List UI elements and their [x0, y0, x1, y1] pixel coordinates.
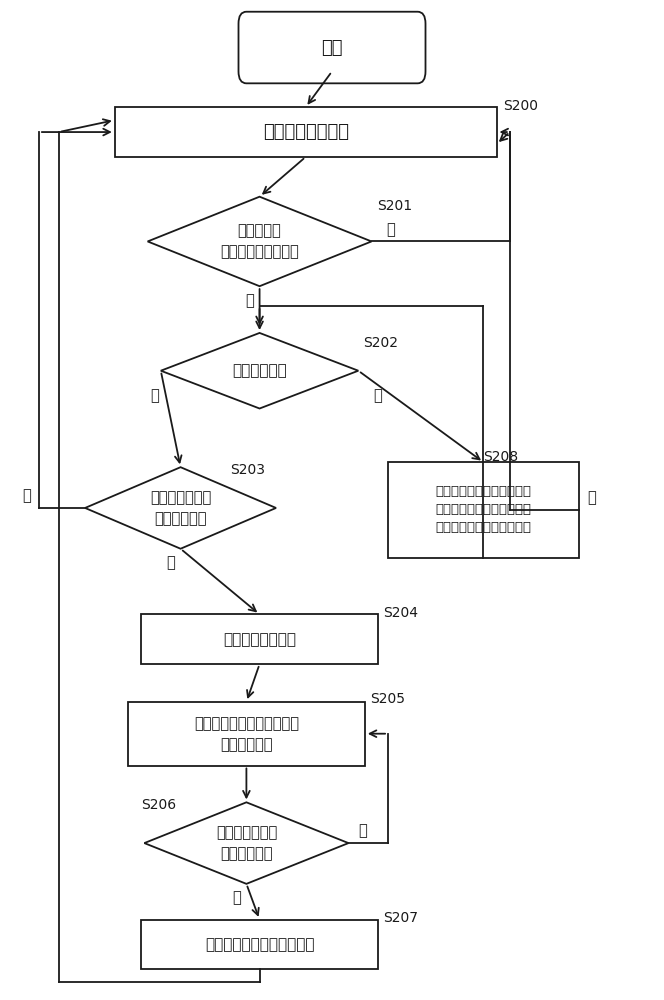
- Text: S202: S202: [364, 336, 398, 350]
- Text: S204: S204: [383, 606, 418, 620]
- Text: 室内是否有人: 室内是否有人: [232, 363, 287, 378]
- Text: S201: S201: [376, 199, 412, 213]
- Bar: [115, 107, 497, 157]
- Text: 室外环境温
度小于第一预设温度: 室外环境温 度小于第一预设温度: [220, 223, 299, 259]
- Polygon shape: [147, 197, 371, 286]
- Bar: [141, 920, 378, 969]
- Text: 是: 是: [232, 890, 241, 905]
- Text: S206: S206: [141, 798, 176, 812]
- Text: S200: S200: [503, 99, 539, 113]
- Text: 空调运行制热模式: 空调运行制热模式: [263, 123, 349, 141]
- Bar: [141, 614, 378, 664]
- Text: 空调室外机满足
除霜结束条件: 空调室外机满足 除霜结束条件: [216, 825, 277, 861]
- Text: S207: S207: [383, 911, 418, 925]
- Text: S208: S208: [483, 450, 519, 464]
- FancyBboxPatch shape: [238, 12, 426, 83]
- Text: S203: S203: [230, 463, 266, 477]
- Text: 提升室内环境温度: 提升室内环境温度: [223, 632, 296, 647]
- Text: 开始: 开始: [321, 39, 343, 57]
- Text: 是: 是: [166, 555, 175, 570]
- Text: 是: 是: [150, 388, 159, 403]
- Text: 是: 是: [245, 294, 254, 309]
- Polygon shape: [85, 467, 276, 549]
- Text: 空调室外机满足
除霜开始条件: 空调室外机满足 除霜开始条件: [150, 490, 211, 526]
- Text: 否: 否: [386, 222, 394, 237]
- Text: 是: 是: [373, 388, 382, 403]
- Text: 循环交替运行制热模式和制
冷模式，每次运行制热模式
的时间不超过第一预设时长: 循环交替运行制热模式和制 冷模式，每次运行制热模式 的时间不超过第一预设时长: [436, 485, 531, 534]
- Text: 否: 否: [23, 489, 31, 504]
- Text: S205: S205: [371, 692, 405, 706]
- Text: 否: 否: [587, 491, 596, 506]
- Text: 控制空调重新运行制热模式: 控制空调重新运行制热模式: [205, 937, 314, 952]
- Polygon shape: [144, 802, 349, 884]
- Text: 否: 否: [359, 824, 367, 839]
- Bar: [128, 702, 365, 766]
- Polygon shape: [161, 333, 359, 409]
- Text: 运行制冷模式，以对空调室
外机进行除霜: 运行制冷模式，以对空调室 外机进行除霜: [194, 716, 299, 752]
- Bar: [388, 462, 579, 558]
